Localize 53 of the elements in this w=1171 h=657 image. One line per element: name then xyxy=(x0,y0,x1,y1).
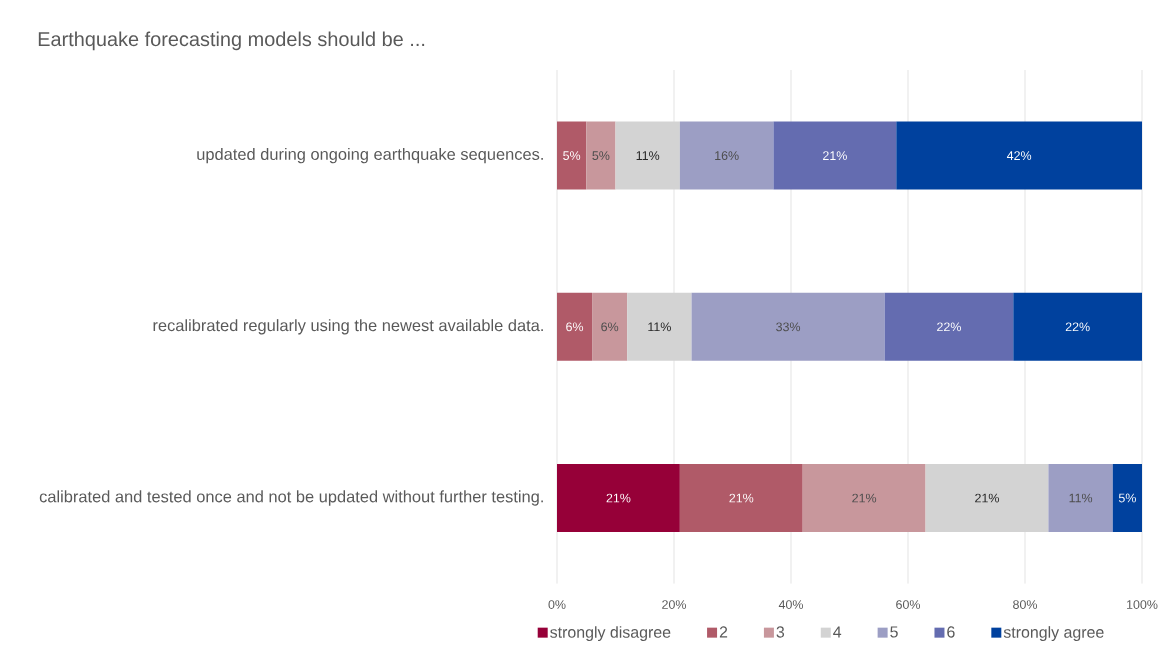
x-tick-label: 0% xyxy=(548,600,566,609)
x-tick-label: 20% xyxy=(662,600,687,609)
bar xyxy=(627,292,692,361)
x-tick-label: 100% xyxy=(1127,600,1158,609)
data-label: 5% xyxy=(1118,493,1136,503)
x-tick-label: 40% xyxy=(778,600,804,609)
data-label: 22% xyxy=(937,322,961,332)
legend-label: 3 xyxy=(776,626,785,638)
bar xyxy=(1048,464,1113,532)
data-label: 22% xyxy=(1065,322,1090,332)
legend-label: 4 xyxy=(833,626,842,638)
bar xyxy=(691,292,885,361)
data-label: 21% xyxy=(729,493,754,503)
text: Earthquake forecasting models should be ... xyxy=(38,31,425,51)
bar xyxy=(679,121,774,190)
x-tick-label: 80% xyxy=(1013,600,1038,609)
data-label: 21% xyxy=(852,493,877,503)
bar xyxy=(557,292,593,361)
data-label: 11% xyxy=(1069,493,1093,503)
y-tick-label: calibrated and tested once and not be updated without further testing. xyxy=(39,490,543,506)
bar xyxy=(1112,464,1143,532)
y-tick-label: updated during ongoing earthquake sequences. xyxy=(197,147,543,164)
bar xyxy=(802,464,926,532)
data-label: 33% xyxy=(776,322,801,332)
data-label: 16% xyxy=(715,151,739,161)
data-label: 21% xyxy=(975,493,999,503)
bar xyxy=(679,464,803,532)
data-label: 6% xyxy=(601,322,619,332)
bar xyxy=(1013,292,1143,361)
legend-label: strongly agree xyxy=(1003,626,1104,641)
legend-label: strongly disagree xyxy=(550,626,671,641)
x-tick-label: 60% xyxy=(896,600,921,609)
data-label: 11% xyxy=(648,322,671,332)
bar xyxy=(925,464,1049,532)
data-label: 21% xyxy=(606,493,631,503)
data-label: 5% xyxy=(592,151,610,160)
data-label: 42% xyxy=(1006,151,1032,160)
bar xyxy=(586,121,616,190)
bar xyxy=(615,121,680,190)
bar xyxy=(592,292,628,361)
bar xyxy=(884,292,1014,361)
legend-label: 5 xyxy=(890,626,898,638)
legend-label: 6 xyxy=(947,626,955,638)
data-label: 21% xyxy=(823,151,847,160)
legend-label: 2 xyxy=(719,626,728,638)
data-label: 6% xyxy=(566,322,584,332)
data-label: 5% xyxy=(563,151,581,160)
y-tick-label: recalibrated regularly using the newest available data. xyxy=(153,319,543,335)
bar xyxy=(557,121,587,190)
data-label: 11% xyxy=(636,151,660,160)
bar xyxy=(557,464,680,532)
bar xyxy=(896,121,1143,190)
bar xyxy=(773,121,897,190)
